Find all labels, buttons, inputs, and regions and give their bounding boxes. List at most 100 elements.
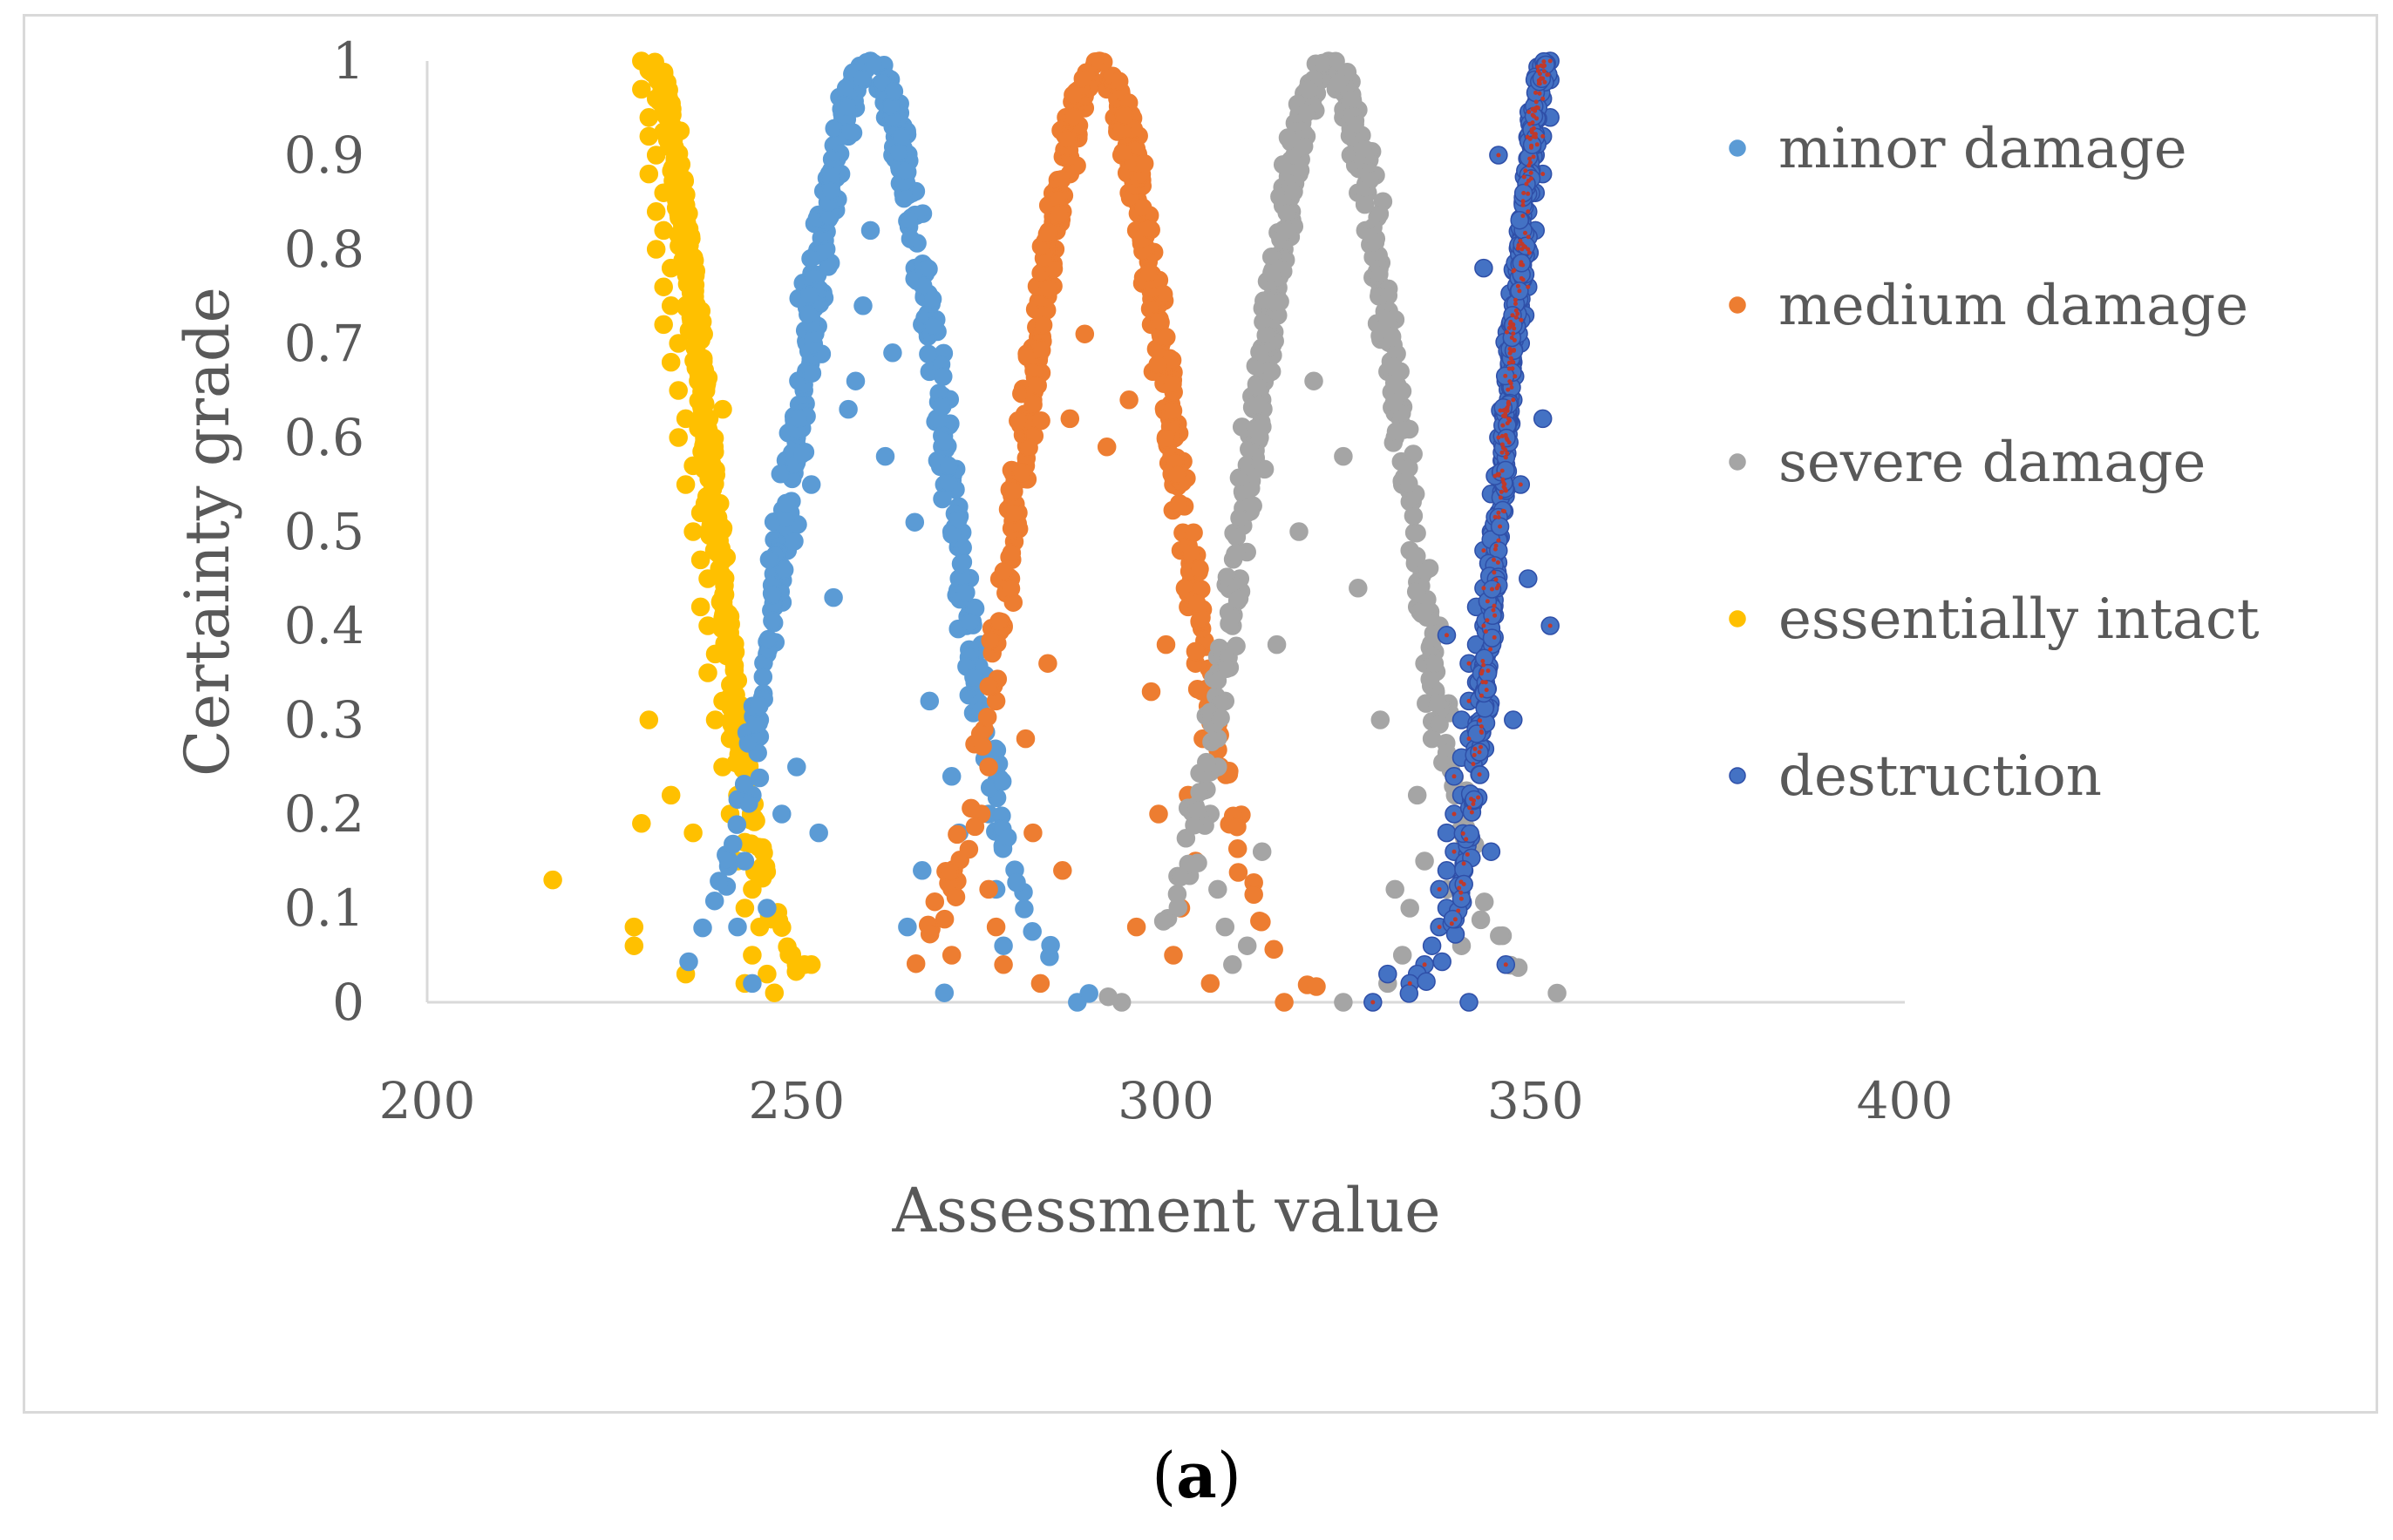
data-point	[1023, 922, 1042, 941]
point-accent	[1513, 297, 1518, 302]
data-point	[1114, 105, 1134, 126]
point-accent	[1479, 671, 1484, 676]
data-point	[777, 493, 796, 513]
data-point	[739, 794, 758, 813]
point-accent	[1546, 72, 1551, 78]
data-point	[745, 715, 765, 734]
data-point	[661, 352, 681, 372]
data-point	[1406, 582, 1426, 601]
data-point	[1228, 863, 1248, 882]
data-point	[763, 585, 783, 605]
data-point	[698, 663, 717, 682]
point-accent	[1471, 762, 1476, 767]
legend-label: severe damage	[1778, 431, 2206, 495]
data-point	[724, 834, 743, 854]
data-point	[624, 936, 644, 955]
point-accent	[1451, 774, 1457, 779]
data-point	[1304, 371, 1323, 390]
data-point	[1153, 912, 1173, 931]
point-accent	[1503, 411, 1508, 417]
y-tick-label: 0.4	[284, 596, 364, 655]
data-point	[860, 220, 880, 241]
data-point	[1261, 362, 1281, 382]
data-point	[792, 444, 812, 464]
data-point	[1248, 396, 1268, 415]
data-point	[787, 757, 806, 777]
point-accent	[1479, 724, 1484, 729]
data-point	[1307, 977, 1326, 996]
point-accent	[1506, 360, 1512, 365]
data-point	[875, 446, 895, 466]
data-point	[1184, 523, 1203, 542]
point-accent	[1502, 486, 1507, 492]
point-accent	[1461, 882, 1466, 886]
data-point	[670, 168, 690, 187]
point-accent	[1503, 962, 1508, 967]
point-accent	[1496, 153, 1501, 158]
axes	[425, 61, 1905, 1004]
point-accent	[1499, 468, 1505, 473]
x-tick-label: 350	[1487, 1071, 1584, 1130]
point-accent	[1531, 154, 1536, 159]
data-point	[715, 576, 734, 595]
legend-marker	[1729, 296, 1746, 314]
data-point	[1392, 946, 1412, 965]
point-accent	[1527, 136, 1533, 141]
data-point	[1399, 474, 1418, 493]
point-accent	[1518, 482, 1523, 487]
data-point	[1360, 171, 1379, 190]
data-point	[800, 285, 819, 305]
data-point	[913, 276, 933, 295]
data-point	[741, 834, 761, 853]
data-point	[1481, 842, 1501, 861]
point-accent	[1479, 693, 1484, 698]
data-point	[1038, 654, 1057, 673]
legend-marker	[1729, 767, 1746, 784]
point-accent	[1520, 199, 1526, 204]
point-accent	[1528, 170, 1533, 175]
data-point	[1002, 543, 1022, 563]
point-accent	[1490, 587, 1494, 592]
point-accent	[1501, 480, 1506, 485]
data-point	[1510, 210, 1529, 230]
point-accent	[1422, 962, 1427, 967]
data-point	[1113, 142, 1132, 162]
data-point	[1474, 892, 1494, 912]
data-point	[1381, 356, 1401, 376]
point-accent	[1478, 718, 1483, 723]
point-accent	[1520, 202, 1526, 207]
data-point	[624, 917, 644, 937]
data-point	[654, 315, 673, 335]
data-point	[669, 428, 688, 447]
data-point	[989, 612, 1009, 631]
data-point	[1430, 715, 1449, 734]
point-accent	[1515, 283, 1520, 288]
data-point	[1437, 823, 1457, 843]
data-point	[933, 397, 952, 417]
data-point	[1267, 634, 1287, 655]
data-point	[772, 804, 792, 824]
point-accent	[1479, 730, 1485, 735]
data-point	[940, 862, 959, 882]
data-point	[935, 983, 955, 1002]
data-point	[735, 851, 755, 871]
data-point	[920, 924, 940, 944]
data-point	[948, 824, 967, 845]
data-point	[920, 691, 940, 711]
point-accent	[1537, 79, 1542, 85]
x-tick-label: 300	[1118, 1071, 1214, 1130]
y-axis-title: Certainty grade	[172, 287, 243, 777]
point-accent	[1519, 275, 1524, 281]
data-point	[1028, 376, 1047, 395]
data-point	[646, 146, 666, 165]
data-point	[1399, 984, 1419, 1003]
data-point	[1015, 899, 1034, 919]
point-accent	[1535, 68, 1540, 73]
point-accent	[1492, 603, 1497, 608]
data-point	[1200, 974, 1220, 994]
data-point	[906, 953, 926, 974]
point-accent	[1472, 746, 1478, 751]
data-point	[1156, 634, 1176, 655]
point-accent	[1445, 633, 1449, 638]
data-point	[919, 259, 938, 279]
